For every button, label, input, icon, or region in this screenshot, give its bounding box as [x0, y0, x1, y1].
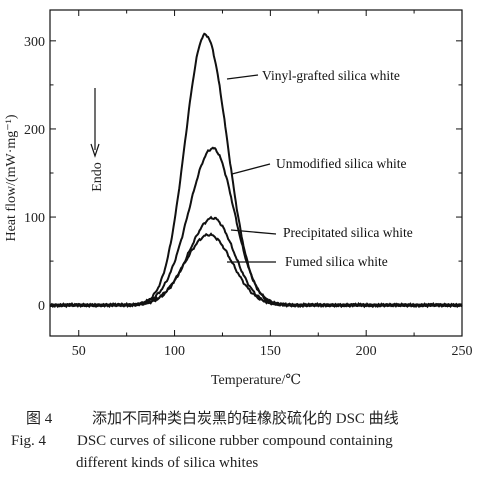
axis-tick-labels: 50 100 150 200 250 0 100 200 300	[24, 35, 473, 359]
caption-english: Fig. 4 DSC curves of silicone rubber comp…	[11, 432, 478, 451]
series-label-4: Fumed silica white	[285, 254, 388, 269]
axis-ticks	[50, 10, 463, 336]
endo-arrow-head	[90, 143, 100, 158]
x-tick-label: 250	[452, 344, 473, 359]
x-axis-title: Temperature/℃	[211, 373, 301, 388]
y-axis-title: Heat flow/(mW·mg⁻¹)	[4, 114, 19, 241]
data-curves	[49, 32, 463, 309]
x-tick-label: 100	[164, 344, 185, 359]
caption-english-line2: different kinds of silica whites	[76, 454, 478, 473]
y-tick-label: 100	[24, 211, 45, 226]
series-label-2: Unmodified silica white	[276, 156, 406, 171]
y-tick-label: 300	[24, 35, 45, 50]
leader-line-1	[226, 74, 259, 80]
caption-en-number: Fig. 4	[11, 433, 47, 449]
curve-4	[49, 232, 463, 309]
endo-label: Endo	[90, 162, 105, 192]
label-leader-lines	[226, 74, 277, 263]
x-tick-label: 150	[260, 344, 281, 359]
caption-cn-number: 图 4	[26, 411, 53, 427]
series-labels: Vinyl-grafted silica white Unmodified sil…	[262, 68, 413, 269]
dsc-chart: 50 100 150 200 250 0 100 200 300 Vinyl-grafted s…	[4, 9, 473, 388]
x-tick-label: 50	[72, 344, 86, 359]
x-tick-label: 200	[356, 344, 377, 359]
leader-line-3	[230, 229, 277, 235]
series-label-1: Vinyl-grafted silica white	[262, 68, 400, 83]
caption-cn-text: 添加不同种类白炭黑的硅橡胶硫化的 DSC 曲线	[92, 411, 399, 427]
leader-line-2	[231, 163, 271, 175]
series-label-3: Precipitated silica white	[283, 225, 413, 240]
y-tick-label: 200	[24, 123, 45, 138]
endo-annotation: Endo	[90, 88, 105, 192]
y-tick-label: 0	[38, 299, 45, 314]
caption-en-text-line2: different kinds of silica whites	[76, 455, 259, 471]
caption-en-text-line1: DSC curves of silicone rubber compound c…	[77, 433, 393, 449]
caption-chinese: 图 4 添加不同种类白炭黑的硅橡胶硫化的 DSC 曲线	[26, 410, 478, 429]
